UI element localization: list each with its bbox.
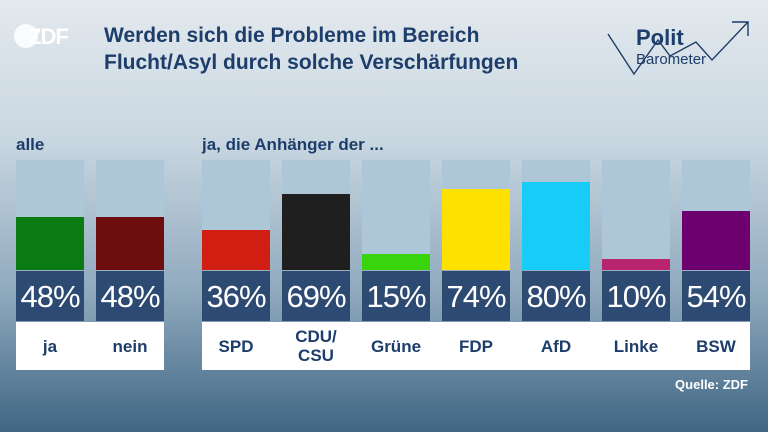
bar-track-grüne — [362, 160, 430, 270]
category-label-linke: Linke — [613, 336, 659, 356]
group-label-all: alle — [16, 135, 45, 154]
category-label-fdp: FDP — [459, 336, 493, 356]
bar-bsw — [682, 210, 750, 270]
value-label-cdu-csu: 69% — [282, 271, 350, 321]
bar-track-nein — [96, 160, 164, 270]
group-label-parties: ja, die Anhänger der ... — [202, 135, 384, 154]
zdf-logo-text: ZDF — [28, 24, 69, 49]
bar-track-bsw — [682, 160, 750, 270]
bar-nein — [96, 217, 164, 270]
value-label-fdp: 74% — [442, 271, 510, 321]
value-label-grüne: 15% — [362, 271, 430, 321]
bar-grüne — [362, 253, 430, 270]
category-label-grüne: Grüne — [370, 336, 422, 356]
chart-title-line-1: Werden sich die Probleme im Bereich — [104, 24, 480, 47]
politbarometer-zigzag-icon — [607, 21, 749, 76]
bar-track-afd — [522, 160, 590, 270]
bar-ja — [16, 217, 84, 270]
politbarometer-word-barometer: Barometer — [636, 51, 707, 68]
value-label-spd: 36% — [202, 271, 270, 321]
chart-title-line-2: Flucht/Asyl durch solche Verschärfungen — [104, 51, 519, 74]
politbarometer-logo: Polit Barometer — [604, 12, 754, 80]
bar-track-ja — [16, 160, 84, 270]
bar-track-spd — [202, 160, 270, 270]
bar-track-cdu-csu — [282, 160, 350, 270]
label-strip-parties — [202, 322, 750, 370]
bar-linke — [602, 259, 670, 270]
category-label-nein: nein — [112, 336, 148, 356]
politbarometer-word-polit: Polit — [636, 25, 684, 50]
value-label-afd: 80% — [522, 271, 590, 321]
zdf-logo: ZDF — [14, 24, 76, 50]
label-strip-all — [16, 322, 164, 370]
value-label-bsw: 54% — [682, 271, 750, 321]
category-label-cdu-csu: CDU/ CSU — [295, 327, 337, 365]
bar-afd — [522, 182, 590, 270]
category-label-bsw: BSW — [696, 336, 736, 356]
value-label-nein: 48% — [96, 271, 164, 321]
source-note: Quelle: ZDF — [675, 377, 748, 392]
category-label-afd: AfD — [540, 336, 572, 356]
bar-track-fdp — [442, 160, 510, 270]
value-label-linke: 10% — [602, 271, 670, 321]
value-label-ja: 48% — [16, 271, 84, 321]
chart-title: Werden sich die Probleme im Bereich Fluc… — [104, 22, 574, 76]
bar-fdp — [442, 188, 510, 270]
category-label-ja: ja — [42, 336, 58, 356]
bar-track-linke — [602, 160, 670, 270]
bar-cdu-csu — [282, 194, 350, 270]
category-label-spd: SPD — [218, 336, 254, 356]
bar-spd — [202, 230, 270, 270]
